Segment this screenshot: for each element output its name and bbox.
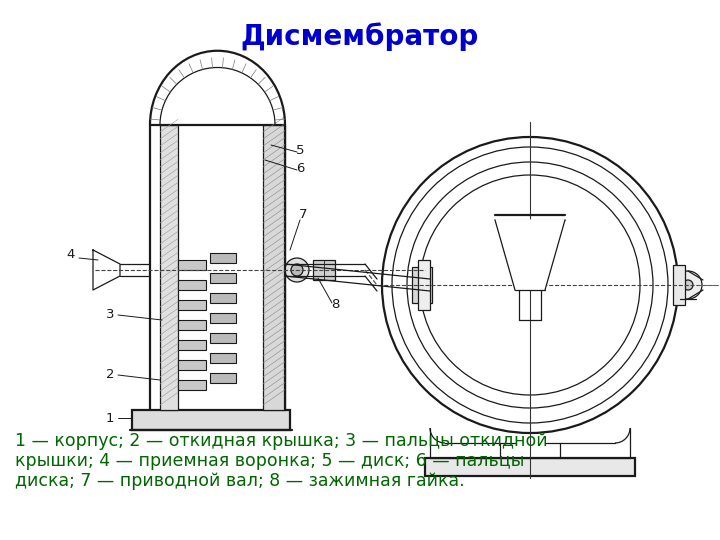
Circle shape (674, 271, 702, 299)
Text: 2: 2 (106, 368, 114, 381)
Text: 1: 1 (106, 411, 114, 424)
Text: 6: 6 (296, 161, 304, 174)
Bar (412, 267, 432, 303)
Bar (210, 253, 236, 263)
Bar (178, 260, 206, 270)
Bar (210, 373, 236, 383)
Text: 8: 8 (330, 299, 339, 312)
Text: 5: 5 (296, 144, 305, 157)
Bar (210, 333, 236, 343)
Text: 7: 7 (299, 208, 307, 221)
Circle shape (291, 264, 303, 276)
Bar (210, 293, 236, 303)
Bar (178, 340, 206, 350)
Circle shape (285, 258, 309, 282)
Text: 4: 4 (67, 248, 75, 261)
Bar (313, 260, 335, 280)
Bar (418, 260, 430, 310)
Bar (178, 300, 206, 310)
Bar (132, 410, 290, 430)
Bar (160, 125, 178, 410)
Bar (178, 320, 206, 330)
Text: диска; 7 — приводной вал; 8 — зажимная гайка.: диска; 7 — приводной вал; 8 — зажимная г… (15, 472, 464, 490)
Bar (210, 273, 236, 283)
Bar (210, 353, 236, 363)
Bar (178, 280, 206, 290)
Text: крышки; 4 — приемная воронка; 5 — диск; 6 — пальцы: крышки; 4 — приемная воронка; 5 — диск; … (15, 452, 524, 470)
Bar (263, 125, 285, 410)
Bar (178, 380, 206, 390)
Polygon shape (495, 220, 565, 290)
Bar (210, 313, 236, 323)
Bar (673, 265, 685, 305)
Text: 3: 3 (106, 308, 114, 321)
Text: 1 — корпус; 2 — откидная крышка; 3 — пальцы откидной: 1 — корпус; 2 — откидная крышка; 3 — пал… (15, 432, 548, 450)
Bar (178, 360, 206, 370)
Circle shape (683, 280, 693, 290)
Text: Дисмембратор: Дисмембратор (241, 22, 479, 51)
Polygon shape (93, 250, 120, 290)
Bar (425, 458, 635, 476)
